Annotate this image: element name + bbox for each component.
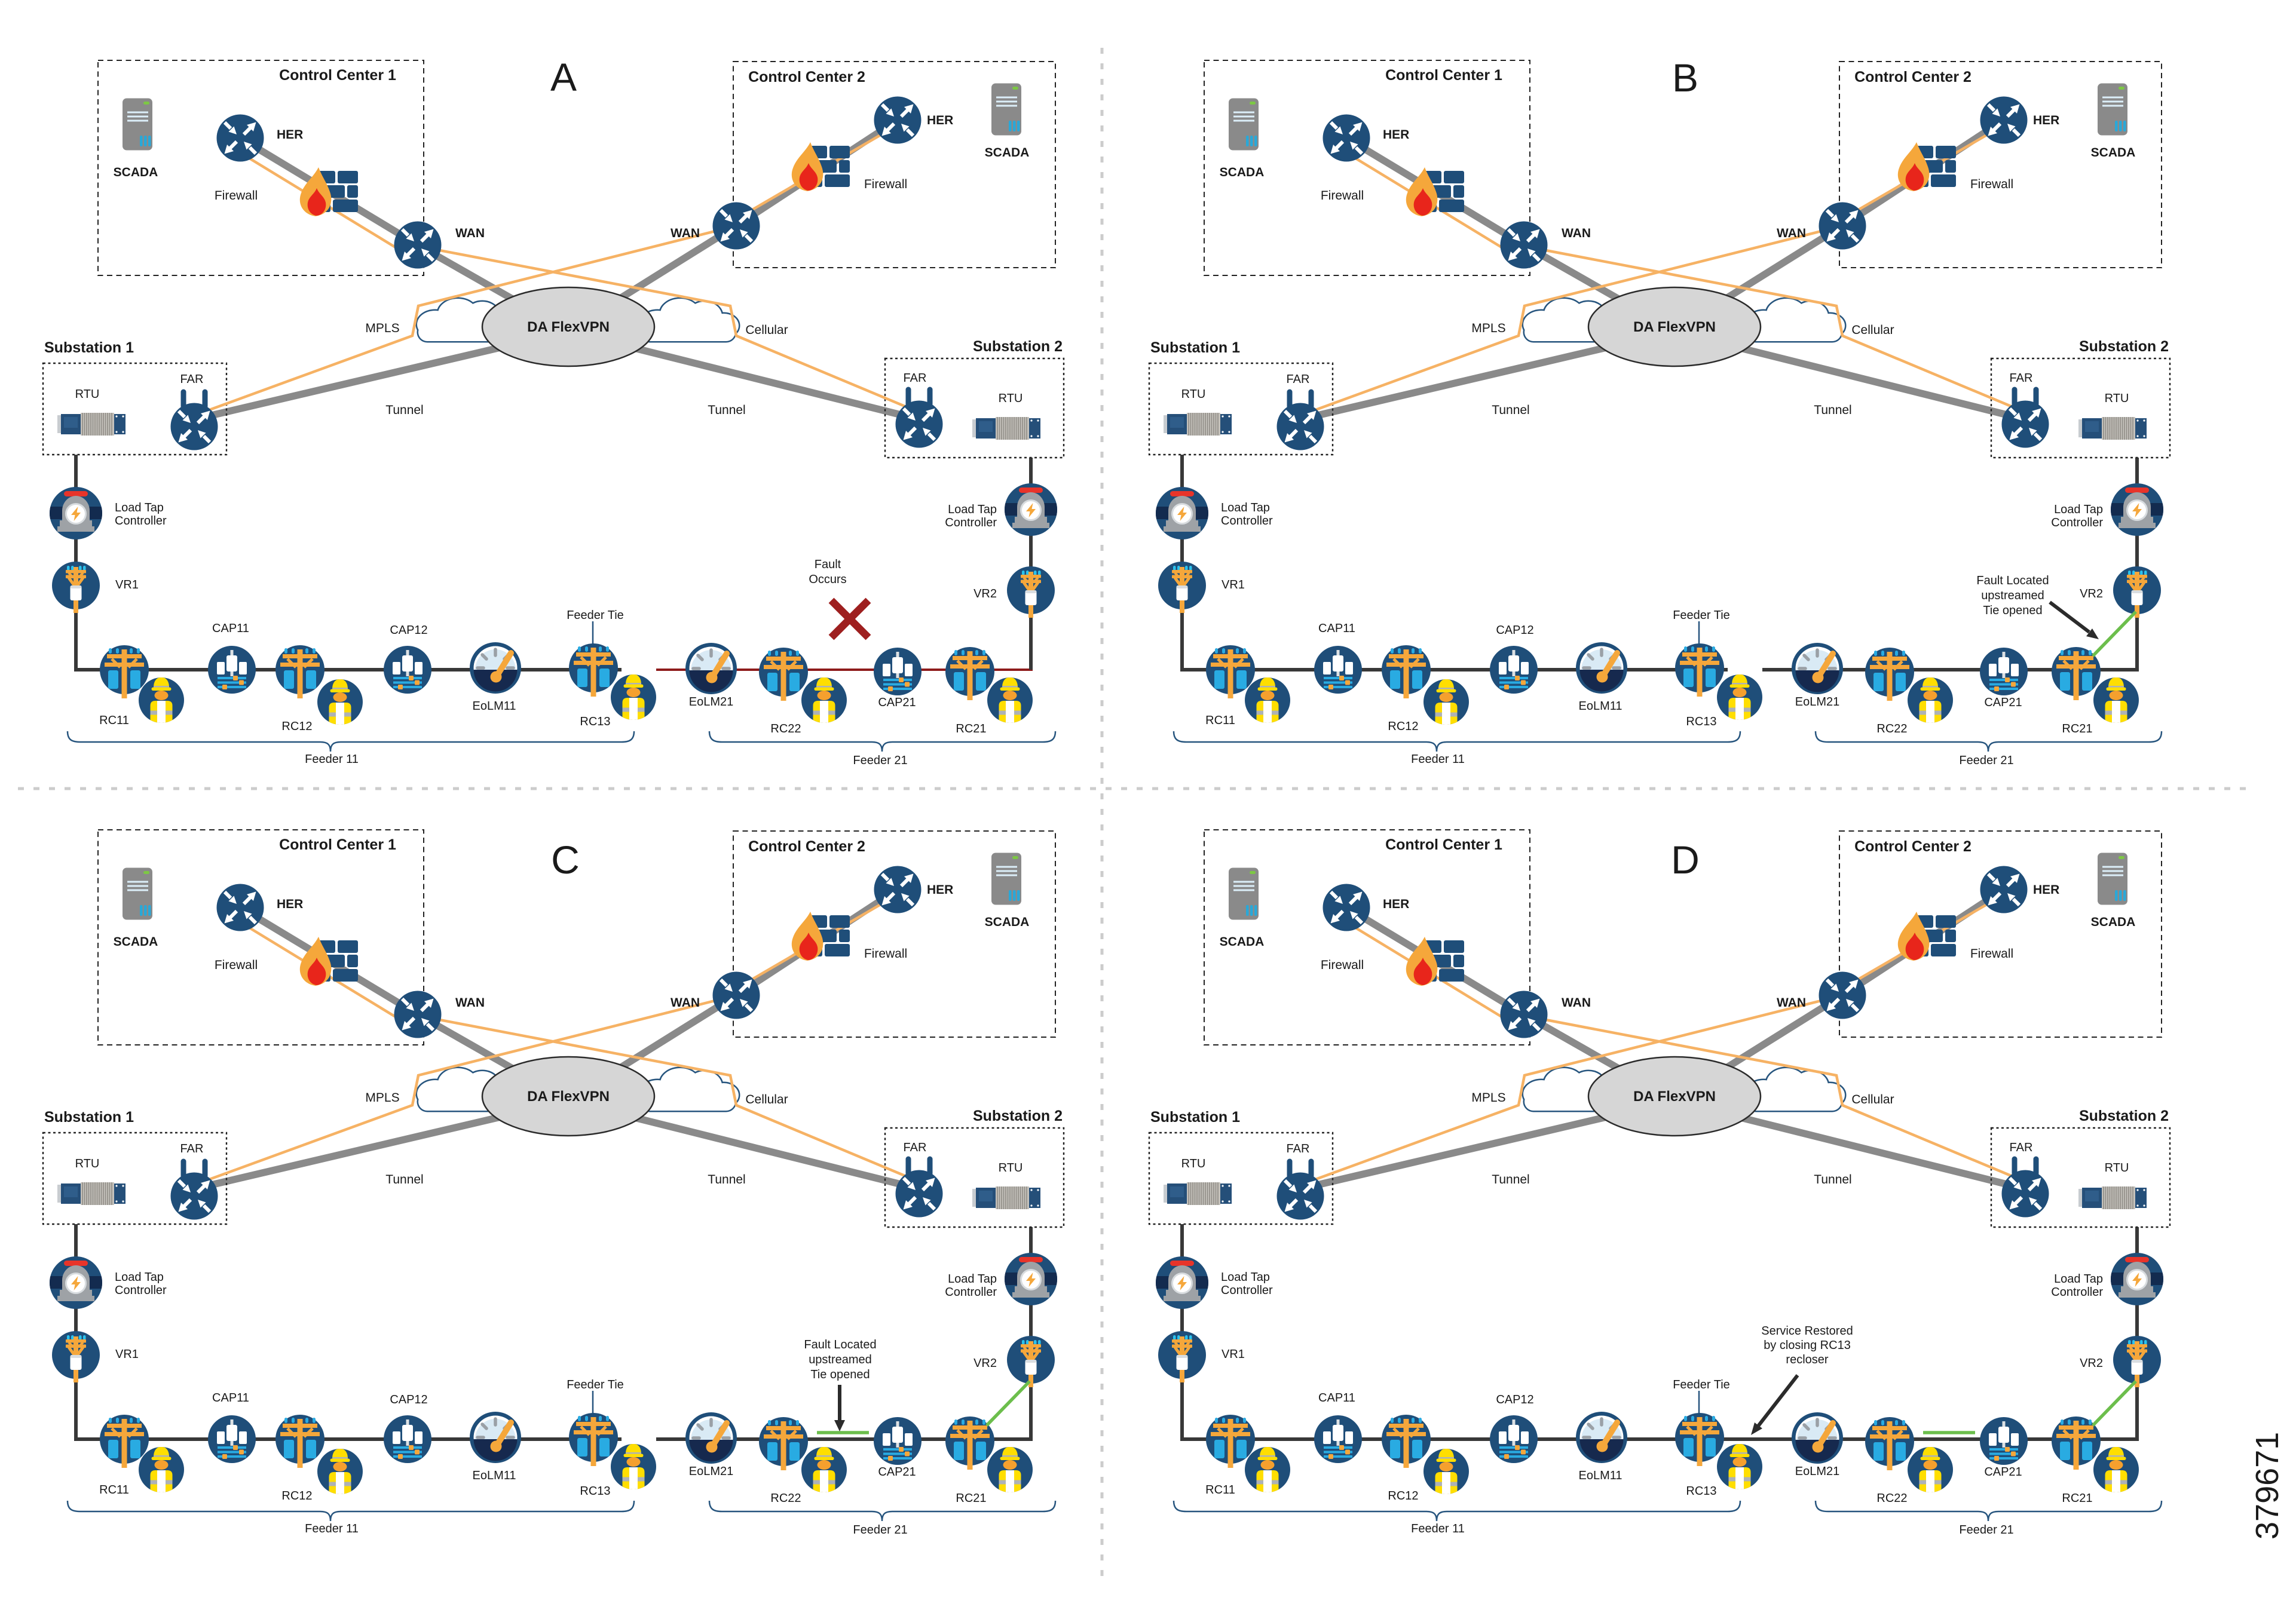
svg-text:RTU: RTU [75,388,100,401]
svg-text:Tunnel: Tunnel [385,403,423,417]
svg-text:Fault: Fault [815,558,841,571]
svg-text:Control Center 2: Control Center 2 [748,69,865,85]
svg-text:upstreamed: upstreamed [809,1353,872,1366]
svg-text:RC22: RC22 [770,722,801,735]
svg-text:CAP21: CAP21 [878,696,916,709]
svg-text:Load Tap: Load Tap [948,503,997,516]
svg-text:B: B [1672,56,1698,100]
svg-text:Control Center 1: Control Center 1 [279,67,396,84]
svg-text:EoLM11: EoLM11 [472,700,516,713]
svg-text:upstreamed: upstreamed [1981,589,2044,602]
svg-text:Occurs: Occurs [809,573,846,586]
svg-text:A: A [550,55,577,99]
svg-text:RC21: RC21 [956,722,986,735]
svg-text:Controller: Controller [115,514,167,528]
svg-text:CAP11: CAP11 [212,622,249,635]
svg-text:Tie opened: Tie opened [810,1368,870,1381]
svg-text:CAP12: CAP12 [390,624,427,637]
svg-text:SCADA: SCADA [985,146,1030,160]
svg-text:DA FlexVPN: DA FlexVPN [527,319,610,335]
svg-text:FAR: FAR [180,373,204,386]
svg-text:WAN: WAN [455,226,485,240]
svg-text:WAN: WAN [671,226,700,240]
svg-text:Substation 1: Substation 1 [44,339,134,356]
svg-text:C: C [551,838,580,882]
svg-text:RC13: RC13 [580,715,610,728]
svg-text:Feeder 11: Feeder 11 [305,753,359,766]
svg-text:Substation 2: Substation 2 [973,338,1063,355]
svg-text:Load Tap: Load Tap [115,501,164,514]
svg-text:MPLS: MPLS [365,321,399,335]
svg-text:HER: HER [927,114,953,127]
svg-text:Firewall: Firewall [864,177,907,191]
svg-text:VR1: VR1 [115,578,139,591]
svg-text:by closing RC13: by closing RC13 [1764,1339,1851,1352]
svg-text:RC11: RC11 [99,714,129,727]
svg-text:VR2: VR2 [973,587,997,600]
svg-text:Fault Located: Fault Located [1976,574,2049,587]
svg-text:Fault Located: Fault Located [804,1338,876,1351]
svg-text:D: D [1671,838,1700,882]
svg-text:379671: 379671 [2249,1432,2285,1540]
svg-text:Service Restored: Service Restored [1761,1324,1853,1338]
svg-text:Firewall: Firewall [215,189,258,203]
svg-text:Tunnel: Tunnel [708,403,745,417]
svg-text:recloser: recloser [1786,1353,1828,1366]
svg-text:RTU: RTU [999,392,1023,405]
svg-text:EoLM21: EoLM21 [689,695,734,709]
svg-text:FAR: FAR [904,372,927,385]
svg-text:Tie opened: Tie opened [1983,604,2042,617]
svg-text:RC12: RC12 [281,720,312,733]
svg-text:Cellular: Cellular [745,323,788,337]
svg-text:Controller: Controller [945,516,997,529]
svg-text:SCADA: SCADA [114,165,158,179]
svg-text:Feeder Tie: Feeder Tie [567,609,624,622]
svg-text:HER: HER [277,128,303,142]
svg-text:Feeder 21: Feeder 21 [853,754,907,767]
